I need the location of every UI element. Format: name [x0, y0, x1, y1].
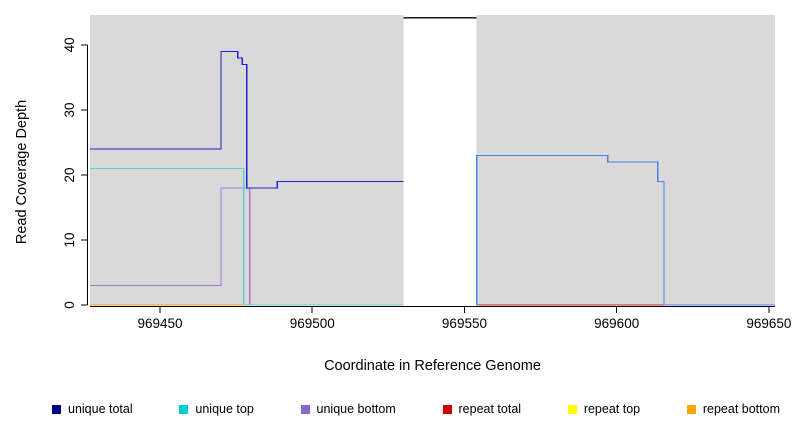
coverage-plot: 969450 969500 969550 969600 969650 0 10 20 30 40: [62, 15, 791, 331]
legend-label-unique-total: unique total: [68, 402, 133, 416]
y-tick-label: 10: [62, 232, 77, 247]
x-tick-label: 969500: [290, 316, 335, 331]
x-tick-label: 969450: [137, 316, 182, 331]
legend-swatch-unique-top: [179, 404, 189, 414]
legend-swatch-unique-total: [52, 404, 61, 414]
y-tick-label: 20: [62, 167, 77, 182]
legend-swatch-repeat-bottom: [686, 404, 696, 414]
legend-item-repeat-total: repeat total: [442, 402, 522, 416]
y-tick-label: 40: [62, 37, 77, 52]
x-tick-label: 969650: [746, 316, 791, 331]
legend-item-repeat-top: repeat top: [567, 402, 641, 416]
x-tick-label: 969600: [594, 316, 639, 331]
y-tick-label: 0: [62, 301, 77, 309]
legend-label-repeat-bottom: repeat bottom: [702, 402, 780, 416]
y-axis-label: Read Coverage Depth: [14, 99, 30, 245]
legend-item-repeat-bottom: repeat bottom: [686, 402, 780, 416]
legend-item-unique-bottom: unique bottom: [300, 402, 396, 416]
legend-label-repeat-top: repeat top: [583, 402, 641, 416]
legend-label-unique-top: unique top: [195, 402, 254, 416]
legend-swatch-repeat-top: [567, 404, 577, 414]
legend: unique total unique top unique bottom repea…: [52, 398, 780, 420]
legend-item-unique-top: unique top: [179, 402, 254, 416]
legend-item-unique-total: unique total: [52, 402, 133, 416]
legend-swatch-unique-bottom: [300, 404, 310, 414]
series-unique-total-right-region: [475, 154, 775, 306]
legend-label-repeat-total: repeat total: [458, 402, 522, 416]
legend-label-unique-bottom: unique bottom: [316, 402, 396, 416]
y-tick-label: 30: [62, 102, 77, 117]
x-tick-label: 969550: [442, 316, 487, 331]
legend-swatch-repeat-total: [442, 404, 452, 414]
series-unique-top: [90, 167, 404, 306]
series-unique-total: [90, 50, 404, 189]
x-axis-label: Coordinate in Reference Genome: [324, 358, 541, 374]
uncovered-gap-band: [403, 15, 477, 305]
